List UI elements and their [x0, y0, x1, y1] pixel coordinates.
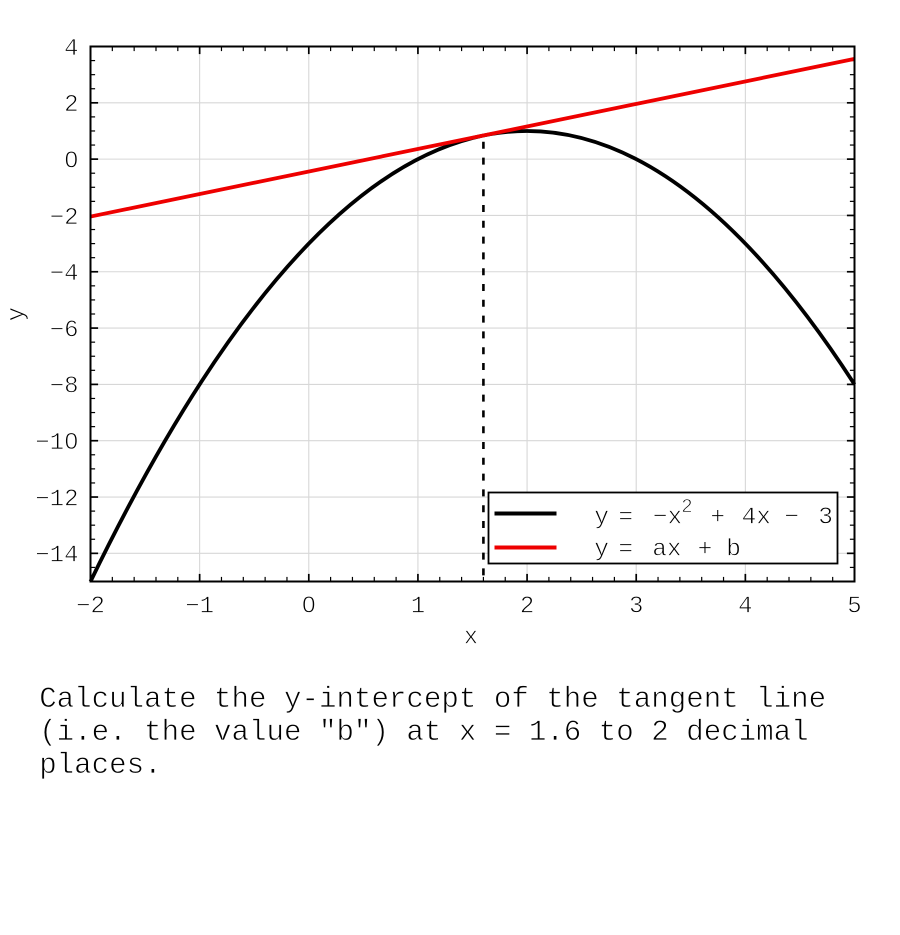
svg-text:4: 4	[64, 36, 78, 63]
svg-text:−12: −12	[35, 486, 78, 513]
svg-text:Calculate the y-intercept of t: Calculate the y-intercept of the tangent…	[39, 683, 826, 716]
svg-text:2: 2	[520, 594, 534, 621]
svg-text:(i.e. the value "b") at x = 1.: (i.e. the value "b") at x = 1.6 to 2 dec…	[39, 716, 808, 749]
svg-text:−2: −2	[76, 594, 105, 621]
svg-text:4: 4	[738, 594, 752, 621]
svg-text:5: 5	[847, 594, 861, 621]
svg-text:−2: −2	[50, 205, 79, 232]
svg-text:1: 1	[411, 594, 425, 621]
svg-text:−14: −14	[35, 543, 78, 570]
svg-text:−1: −1	[185, 594, 214, 621]
svg-text:y: y	[594, 537, 609, 564]
svg-text:y: y	[594, 505, 609, 532]
svg-text:−6: −6	[50, 317, 79, 344]
svg-text:−4: −4	[50, 261, 79, 288]
svg-text:places.: places.	[39, 749, 161, 782]
svg-text:x: x	[464, 625, 478, 652]
svg-text:ax: ax	[652, 537, 681, 564]
svg-text:+: +	[710, 505, 725, 532]
svg-text:+: +	[698, 537, 713, 564]
svg-text:=: =	[618, 505, 633, 532]
svg-text:2: 2	[681, 496, 692, 518]
svg-text:y: y	[4, 307, 31, 321]
svg-text:2: 2	[64, 92, 78, 119]
svg-text:−x: −x	[653, 505, 682, 532]
svg-text:3: 3	[818, 505, 833, 532]
svg-text:−8: −8	[50, 374, 79, 401]
svg-text:=: =	[618, 537, 633, 564]
svg-text:3: 3	[629, 594, 643, 621]
svg-text:b: b	[726, 537, 741, 564]
svg-text:4x: 4x	[742, 505, 771, 532]
svg-text:−: −	[784, 505, 799, 532]
